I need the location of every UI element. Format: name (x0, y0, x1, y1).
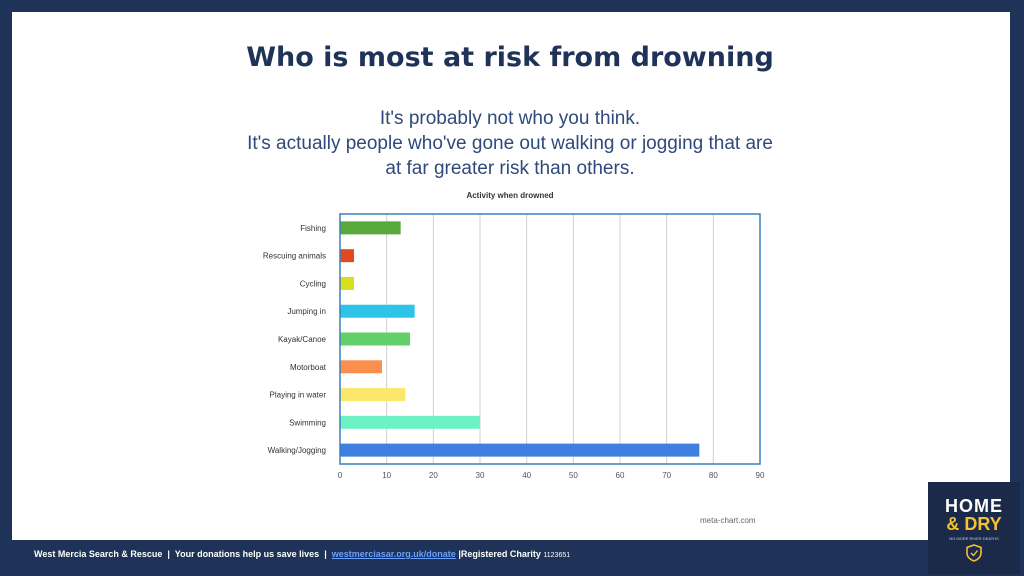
x-tick-label: 80 (709, 471, 718, 480)
footer-separator: | (458, 549, 461, 559)
footer-donate-text: Your donations help us save lives (174, 549, 320, 559)
x-tick-label: 10 (382, 471, 391, 480)
category-label: Playing in water (270, 391, 327, 400)
subtitle-line-1: It's probably not who you think. (379, 108, 641, 129)
logo-line-dry: & DRY (946, 514, 1002, 534)
bar (340, 276, 354, 290)
bar (340, 388, 406, 402)
category-label: Jumping in (287, 307, 326, 316)
shield-icon (966, 544, 982, 562)
x-tick-label: 60 (616, 471, 625, 480)
bar (340, 360, 382, 374)
logo-line-home: HOME (945, 496, 1003, 516)
x-tick-label: 20 (429, 471, 438, 480)
chart-credit: meta-chart.com (700, 516, 756, 525)
subtitle-line-3: at far greater risk than others. (385, 158, 635, 179)
category-label: Kayak/Canoe (278, 335, 327, 344)
category-label: Fishing (300, 224, 326, 233)
footer-charity-number: 1123651 (543, 552, 571, 559)
plot-border (339, 213, 761, 465)
x-tick-label: 50 (569, 471, 578, 480)
x-tick-label: 70 (662, 471, 671, 480)
bar (340, 443, 700, 457)
footer-bar (0, 540, 930, 576)
category-label: Motorboat (290, 363, 327, 372)
x-tick-label: 30 (476, 471, 485, 480)
x-tick-label: 90 (756, 471, 765, 480)
footer-text: West Mercia Search & Rescue | Your donat… (34, 549, 570, 559)
bar (340, 415, 480, 429)
category-label: Cycling (300, 279, 326, 288)
footer-separator: | (324, 549, 327, 559)
footer-org: West Mercia Search & Rescue (34, 549, 163, 559)
footer-separator: | (167, 549, 170, 559)
bar (340, 304, 415, 318)
bar (340, 249, 354, 263)
category-label: Walking/Jogging (268, 446, 326, 455)
home-and-dry-logo: HOME & DRY NO MORE RIVER DEATHS (928, 482, 1020, 574)
footer-donate-link[interactable]: westmerciasar.org.uk/donate (331, 549, 456, 559)
slide-title: Who is most at risk from drowning (246, 42, 774, 73)
subtitle-line-2: It's actually people who've gone out wal… (247, 133, 773, 154)
category-label: Swimming (289, 418, 326, 427)
bar (340, 221, 401, 235)
footer-charity: Registered Charity (460, 549, 541, 559)
bar (340, 332, 410, 346)
x-tick-label: 40 (522, 471, 531, 480)
logo-tagline: NO MORE RIVER DEATHS (949, 536, 999, 541)
slide-subtitle: It's probably not who you think. It's ac… (0, 106, 1020, 181)
x-tick-label: 0 (338, 471, 343, 480)
category-label: Rescuing animals (263, 252, 326, 261)
chart-title: Activity when drowned (466, 191, 554, 200)
